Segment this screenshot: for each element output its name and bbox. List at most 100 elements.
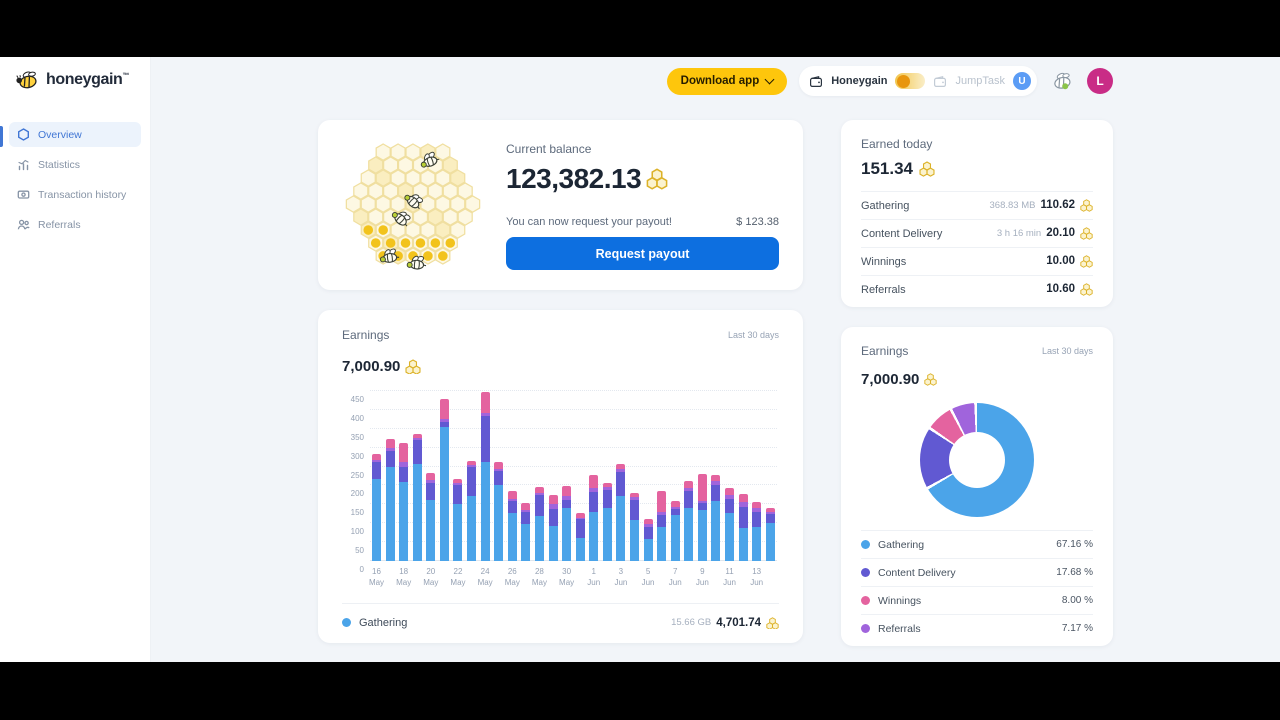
bar-segment	[521, 524, 531, 561]
letterbox-top	[0, 0, 1280, 57]
y-axis-tick: 100	[350, 527, 364, 537]
active-item-indicator	[0, 126, 3, 147]
bar-segment	[602, 487, 612, 491]
sidebar-item-overview[interactable]: Overview	[9, 122, 141, 147]
bar-segment	[752, 508, 762, 513]
bee-icon[interactable]	[1049, 71, 1075, 91]
stacked-bar	[562, 486, 572, 561]
row-meta: 3 h 16 min	[996, 227, 1042, 239]
earnings-chart-card: Earnings Last 30 days 7,000.90 0 50 100 150…	[318, 310, 803, 644]
bar-segment	[385, 450, 395, 467]
bar-segment	[725, 513, 735, 561]
bar-segment	[521, 509, 531, 512]
bar-segment	[643, 523, 653, 527]
x-axis-tick: 20 May	[423, 567, 439, 587]
bar-segment	[725, 495, 735, 499]
row-label: Gathering	[861, 199, 910, 212]
bar-segment	[412, 433, 422, 439]
sidebar: honeygain™ Overview Statistics	[0, 57, 151, 662]
bar-segment	[684, 488, 694, 492]
bar-segment	[426, 479, 436, 483]
donut-legend-row: Winnings 8.00 %	[861, 586, 1093, 614]
bar-segment	[480, 415, 490, 463]
bar-segment	[439, 398, 449, 420]
gridline: 250	[351, 465, 777, 480]
x-axis-tick: 3 Jun	[614, 567, 628, 587]
bar-segment	[752, 502, 762, 509]
bar-segment	[534, 494, 544, 516]
bar-segment	[562, 486, 572, 497]
bar-segment	[548, 525, 558, 561]
gridline: 200	[351, 484, 777, 498]
x-axis-tick	[386, 567, 395, 589]
wallet-icon-dim	[934, 75, 947, 87]
user-avatar[interactable]: L	[1087, 68, 1113, 94]
stacked-bar	[426, 473, 436, 561]
bar-segment	[480, 391, 490, 413]
x-axis-tick	[440, 567, 449, 589]
x-axis-tick: 30 May	[559, 567, 575, 587]
bar-segment	[385, 466, 395, 561]
sidebar-item-label: Overview	[38, 128, 82, 141]
stacked-bar	[548, 494, 558, 561]
bar-segment	[548, 508, 558, 526]
legend-percentage: 7.17 %	[1061, 623, 1093, 634]
stacked-bar	[765, 508, 775, 561]
earned-today-row: Winnings 10.00	[861, 247, 1093, 275]
gridline: 50	[355, 541, 777, 555]
gridline: 450	[351, 390, 777, 404]
bar-segment	[453, 479, 463, 483]
request-payout-button[interactable]: Request payout	[506, 237, 779, 270]
honeycomb-icon	[766, 616, 779, 630]
x-axis-tick	[413, 567, 422, 589]
x-axis-tick: 24 May	[477, 567, 493, 587]
jumptask-mode-label: JumpTask	[955, 75, 1005, 87]
x-axis-tick	[549, 567, 558, 589]
bar-segment	[548, 503, 558, 509]
x-axis-tick: 16 May	[368, 567, 385, 587]
bar-segment	[453, 482, 463, 485]
x-axis-tick: 22 May	[450, 567, 466, 587]
stacked-bar	[412, 433, 422, 561]
sidebar-item-statistics[interactable]: Statistics	[9, 152, 141, 177]
earned-today-row: Content Delivery 3 h 16 min 20.10	[861, 219, 1093, 247]
brand-name: honeygain™	[46, 71, 130, 88]
earned-today-amount: 151.34	[861, 159, 913, 178]
y-axis-tick: 350	[350, 432, 364, 442]
stacked-bar	[575, 513, 585, 561]
x-axis-tick	[521, 567, 530, 589]
bar-segment	[738, 507, 748, 528]
app-viewport: honeygain™ Overview Statistics	[0, 57, 1280, 662]
x-axis-tick	[603, 567, 612, 589]
y-axis-tick: 300	[350, 451, 364, 461]
download-app-button[interactable]: Download app	[666, 67, 788, 95]
bar-segment	[657, 526, 667, 561]
earned-today-title: Earned today	[861, 137, 933, 151]
legend-dot	[861, 540, 870, 549]
bar-segment	[412, 440, 422, 464]
earned-today-row: Gathering 368.83 MB 110.62	[861, 191, 1093, 219]
bar-segment	[534, 493, 544, 495]
wallet-toggle[interactable]	[895, 73, 926, 89]
sidebar-menu: Overview Statistics Transaction history	[0, 122, 150, 237]
x-axis-tick	[766, 567, 775, 589]
current-balance-card: Current balance 123,382.13 You can now r…	[318, 120, 803, 290]
earned-today-card: Earned today 151.34 Gathering 368.83 MB …	[841, 120, 1113, 307]
sidebar-item-transaction-history[interactable]: Transaction history	[9, 182, 141, 207]
bar-segment	[697, 500, 707, 504]
honeygain-logo[interactable]: honeygain™	[0, 57, 150, 90]
banknote-icon	[17, 190, 30, 199]
bar-segment	[372, 478, 381, 561]
bar-segment	[480, 412, 490, 416]
stacked-bar	[589, 474, 599, 561]
legend-label: Gathering	[878, 538, 925, 551]
sidebar-item-referrals[interactable]: Referrals	[9, 212, 141, 237]
bar-segment	[399, 462, 409, 467]
x-axis-tick: 28 May	[531, 567, 547, 587]
stacked-bar	[657, 490, 667, 561]
stacked-bar	[480, 391, 490, 561]
payout-note: You can now request your payout!	[506, 216, 672, 228]
stacked-bar	[467, 460, 477, 561]
stacked-bar	[697, 474, 707, 561]
bar-segment	[372, 454, 381, 460]
